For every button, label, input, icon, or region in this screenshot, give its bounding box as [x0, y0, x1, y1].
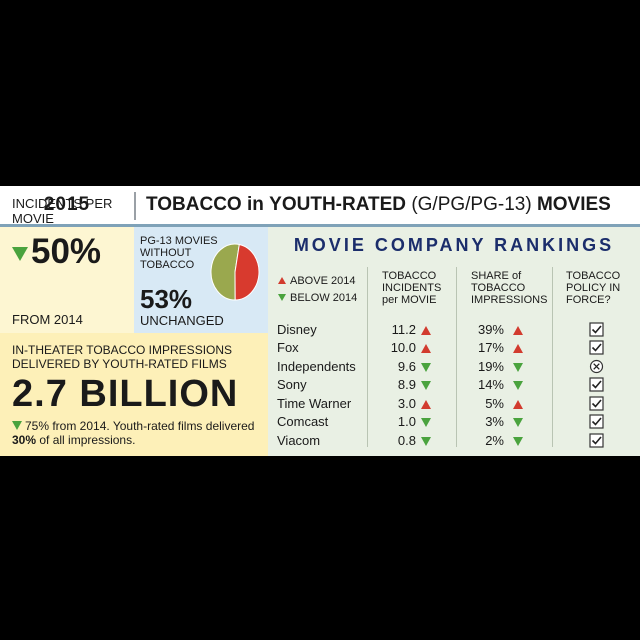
table-row: Fox 10.0 17%	[268, 339, 640, 358]
legend-down-label: BELOW 2014	[290, 292, 358, 304]
incidents-cell: 1.0	[397, 414, 416, 429]
incidents-label: INCIDENTS PER MOVIE	[12, 196, 113, 226]
down-arrow-icon	[12, 421, 22, 430]
incidents-cell: 0.8	[397, 433, 416, 448]
checkbox-checked-icon	[589, 322, 604, 337]
year-label: 2015	[43, 194, 91, 215]
checkbox-checked-icon	[589, 340, 604, 355]
share-cell: 3%	[485, 414, 504, 429]
header-divider	[134, 192, 136, 220]
incidents-cell: 11.2	[391, 322, 416, 337]
impressions-value: 2.7 BILLION	[12, 373, 239, 415]
down-arrow-icon	[421, 381, 431, 390]
legend-up: ABOVE 2014	[278, 273, 357, 290]
impressions-note: 75% from 2014. Youth-rated films deliver…	[12, 419, 262, 447]
share-cell: 17%	[477, 340, 504, 355]
column-divider	[456, 267, 457, 447]
down-arrow-icon	[421, 437, 431, 446]
checkbox-checked-icon	[589, 433, 604, 448]
down-arrow-icon	[513, 381, 523, 390]
column-divider	[367, 267, 368, 447]
share-cell: 19%	[477, 359, 504, 374]
up-arrow-icon	[513, 344, 523, 353]
company-name: Independents	[277, 359, 356, 374]
company-name: Viacom	[277, 433, 321, 448]
company-name: Time Warner	[277, 396, 352, 411]
share-cell: 2%	[485, 433, 504, 448]
company-name: Comcast	[277, 414, 329, 429]
impressions-panel: IN-THEATER TOBACCO IMPRESSIONS DELIVERED…	[0, 333, 268, 456]
company-name: Fox	[277, 340, 299, 355]
incidents-cell: 3.0	[397, 396, 416, 411]
table-row: Sony 8.9 14%	[268, 376, 640, 395]
rankings-title: MOVIE COMPANY RANKINGS	[293, 235, 615, 255]
pg13-value: 53%	[140, 284, 193, 314]
pg13-sub: UNCHANGED	[140, 313, 224, 328]
title-part-youth: YOUTH-RATED	[269, 194, 407, 215]
col-header-policy: TOBACCO POLICY IN FORCE?	[566, 270, 621, 306]
pg13-pie-chart	[210, 243, 260, 301]
down-arrow-icon	[278, 294, 286, 301]
up-arrow-icon	[421, 326, 431, 335]
legend-down: BELOW 2014	[278, 290, 357, 307]
down-arrow-icon	[513, 437, 523, 446]
impressions-label: IN-THEATER TOBACCO IMPRESSIONS DELIVERED…	[12, 343, 233, 371]
checkbox-checked-icon	[589, 377, 604, 392]
incidents-value-wrap: 50%	[12, 232, 101, 272]
pie-slice-with-tobacco	[234, 243, 260, 301]
up-arrow-icon	[513, 400, 523, 409]
impressions-note-bold: 30%	[12, 433, 37, 447]
col-header-incidents: TOBACCO INCIDENTS per MOVIE	[382, 270, 442, 306]
up-arrow-icon	[421, 344, 431, 353]
share-cell: 5%	[485, 396, 504, 411]
up-arrow-icon	[421, 400, 431, 409]
checkbox-checked-icon	[589, 414, 604, 429]
company-name: Disney	[277, 322, 317, 337]
down-arrow-icon	[513, 363, 523, 372]
impressions-note-part1: 75% from 2014. Youth-rated films deliver…	[25, 419, 255, 433]
table-row: Independents 9.6 19%	[268, 358, 640, 377]
legend-up-label: ABOVE 2014	[290, 275, 356, 287]
table-row: Time Warner 3.0 5%	[268, 395, 640, 414]
col-header-share: SHARE of TOBACCO IMPRESSIONS	[471, 270, 548, 306]
title-part-ratings: (G/PG/PG-13)	[411, 194, 532, 215]
incidents-value: 50%	[31, 232, 102, 271]
no-policy-icon	[589, 359, 604, 374]
down-arrow-icon	[513, 418, 523, 427]
page-title: TOBACCO in YOUTH-RATED (G/PG/PG-13) MOVI…	[146, 186, 640, 224]
pie-slice-without-tobacco	[210, 243, 240, 301]
table-row: Viacom 0.8 2%	[268, 432, 640, 451]
title-part-tobacco: TOBACCO	[146, 194, 242, 215]
pg13-label: PG-13 MOVIES WITHOUT TOBACCO	[140, 235, 218, 271]
impressions-note-part2: of all impressions.	[39, 433, 136, 447]
rankings-panel: MOVIE COMPANY RANKINGS ABOVE 2014 BELOW …	[268, 227, 640, 456]
company-name: Sony	[277, 377, 307, 392]
incidents-cell: 9.6	[397, 359, 416, 374]
down-arrow-icon	[421, 363, 431, 372]
pg13-panel: PG-13 MOVIES WITHOUT TOBACCO 53% UNCHANG…	[134, 227, 268, 333]
title-part-in: in	[247, 194, 264, 215]
column-divider	[552, 267, 553, 447]
checkbox-checked-icon	[589, 396, 604, 411]
down-arrow-icon	[421, 418, 431, 427]
up-arrow-icon	[513, 326, 523, 335]
header-rule	[0, 224, 640, 227]
incidents-panel	[0, 227, 134, 333]
incidents-cell: 10.0	[390, 340, 416, 355]
title-part-movies: MOVIES	[536, 194, 611, 215]
share-cell: 39%	[477, 322, 504, 337]
incidents-cell: 8.9	[397, 377, 416, 392]
share-cell: 14%	[477, 377, 504, 392]
table-row: Comcast 1.0 3%	[268, 413, 640, 432]
incidents-from: FROM 2014	[12, 312, 83, 327]
up-arrow-icon	[278, 277, 286, 284]
table-row: Disney 11.2 39%	[268, 321, 640, 340]
infographic: 2015 TOBACCO in YOUTH-RATED (G/PG/PG-13)…	[0, 186, 640, 456]
down-arrow-icon	[12, 247, 28, 261]
rankings-legend: ABOVE 2014 BELOW 2014	[278, 273, 357, 307]
